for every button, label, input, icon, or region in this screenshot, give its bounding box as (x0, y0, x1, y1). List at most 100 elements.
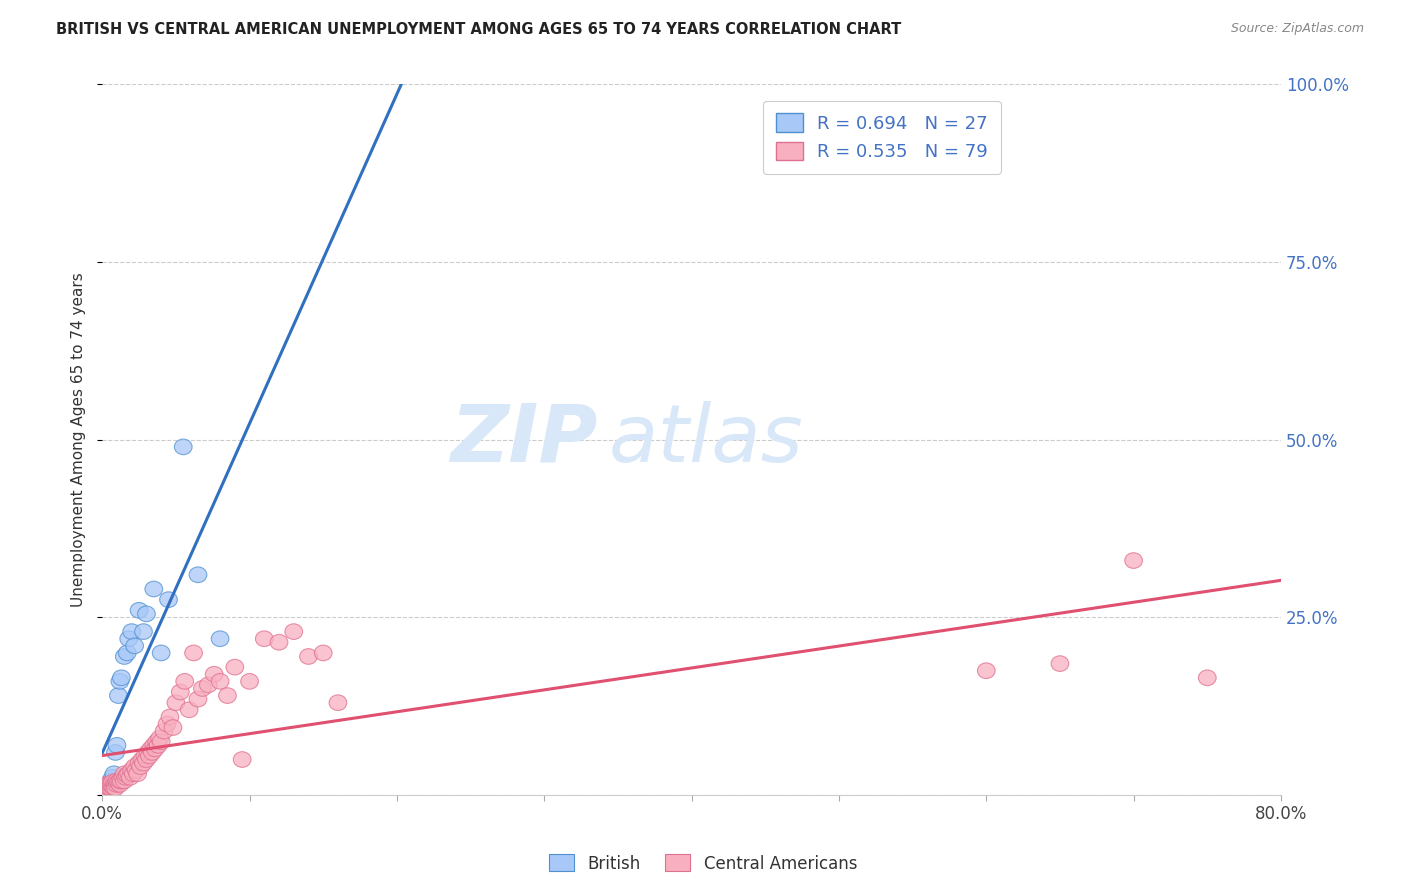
Ellipse shape (115, 773, 134, 789)
Ellipse shape (107, 745, 124, 760)
Ellipse shape (148, 734, 166, 749)
Ellipse shape (134, 752, 150, 767)
Ellipse shape (117, 770, 135, 785)
Ellipse shape (218, 688, 236, 704)
Ellipse shape (114, 770, 132, 785)
Legend: R = 0.694   N = 27, R = 0.535   N = 79: R = 0.694 N = 27, R = 0.535 N = 79 (763, 101, 1001, 174)
Ellipse shape (190, 691, 207, 707)
Ellipse shape (118, 645, 136, 661)
Ellipse shape (165, 720, 181, 735)
Ellipse shape (98, 777, 115, 792)
Ellipse shape (105, 777, 122, 792)
Ellipse shape (105, 780, 122, 796)
Ellipse shape (200, 677, 217, 693)
Ellipse shape (125, 638, 143, 654)
Ellipse shape (152, 734, 170, 749)
Ellipse shape (100, 781, 117, 797)
Ellipse shape (146, 741, 165, 756)
Ellipse shape (256, 631, 273, 647)
Ellipse shape (1198, 670, 1216, 686)
Ellipse shape (145, 582, 163, 597)
Ellipse shape (329, 695, 347, 711)
Ellipse shape (97, 781, 114, 797)
Ellipse shape (285, 624, 302, 640)
Ellipse shape (194, 681, 211, 697)
Ellipse shape (122, 763, 141, 778)
Ellipse shape (112, 773, 131, 789)
Ellipse shape (211, 631, 229, 647)
Ellipse shape (132, 759, 149, 774)
Ellipse shape (138, 752, 155, 767)
Ellipse shape (108, 738, 125, 753)
Ellipse shape (128, 763, 145, 778)
Ellipse shape (107, 780, 124, 796)
Ellipse shape (104, 770, 121, 785)
Ellipse shape (135, 624, 152, 640)
Ellipse shape (104, 774, 121, 790)
Ellipse shape (98, 779, 115, 795)
Ellipse shape (120, 766, 138, 781)
Ellipse shape (124, 766, 142, 781)
Ellipse shape (101, 774, 118, 790)
Ellipse shape (135, 756, 152, 771)
Ellipse shape (125, 759, 143, 774)
Ellipse shape (190, 567, 207, 582)
Ellipse shape (110, 774, 128, 790)
Ellipse shape (1052, 656, 1069, 672)
Ellipse shape (110, 688, 128, 704)
Ellipse shape (205, 666, 224, 682)
Ellipse shape (233, 752, 252, 767)
Text: BRITISH VS CENTRAL AMERICAN UNEMPLOYMENT AMONG AGES 65 TO 74 YEARS CORRELATION C: BRITISH VS CENTRAL AMERICAN UNEMPLOYMENT… (56, 22, 901, 37)
Ellipse shape (155, 723, 173, 739)
Ellipse shape (1125, 553, 1143, 568)
Ellipse shape (152, 645, 170, 661)
Ellipse shape (180, 702, 198, 717)
Text: atlas: atlas (609, 401, 804, 479)
Ellipse shape (97, 779, 114, 795)
Ellipse shape (101, 777, 118, 792)
Ellipse shape (129, 766, 146, 781)
Ellipse shape (150, 731, 169, 746)
Ellipse shape (105, 766, 122, 781)
Ellipse shape (162, 709, 179, 724)
Ellipse shape (100, 777, 117, 792)
Ellipse shape (141, 748, 159, 764)
Ellipse shape (240, 673, 259, 690)
Ellipse shape (111, 773, 129, 789)
Ellipse shape (103, 773, 120, 789)
Ellipse shape (100, 779, 117, 795)
Text: Source: ZipAtlas.com: Source: ZipAtlas.com (1230, 22, 1364, 36)
Ellipse shape (139, 745, 156, 760)
Text: ZIP: ZIP (450, 401, 598, 479)
Ellipse shape (111, 777, 129, 792)
Ellipse shape (94, 784, 112, 799)
Ellipse shape (184, 645, 202, 661)
Ellipse shape (226, 659, 243, 675)
Ellipse shape (121, 770, 139, 785)
Ellipse shape (142, 741, 160, 756)
Ellipse shape (111, 673, 129, 690)
Ellipse shape (101, 780, 118, 796)
Ellipse shape (103, 777, 120, 792)
Ellipse shape (118, 767, 136, 783)
Ellipse shape (131, 756, 148, 771)
Ellipse shape (98, 780, 115, 796)
Ellipse shape (176, 673, 194, 690)
Ellipse shape (315, 645, 332, 661)
Ellipse shape (160, 591, 177, 607)
Ellipse shape (107, 777, 124, 792)
Ellipse shape (145, 738, 163, 753)
Ellipse shape (103, 780, 120, 796)
Legend: British, Central Americans: British, Central Americans (543, 847, 863, 880)
Ellipse shape (143, 745, 162, 760)
Ellipse shape (138, 606, 155, 622)
Ellipse shape (108, 773, 125, 789)
Ellipse shape (174, 439, 193, 455)
Ellipse shape (167, 695, 184, 711)
Ellipse shape (159, 716, 176, 731)
Y-axis label: Unemployment Among Ages 65 to 74 years: Unemployment Among Ages 65 to 74 years (72, 272, 86, 607)
Ellipse shape (270, 634, 288, 650)
Ellipse shape (211, 673, 229, 690)
Ellipse shape (172, 684, 190, 700)
Ellipse shape (122, 624, 141, 640)
